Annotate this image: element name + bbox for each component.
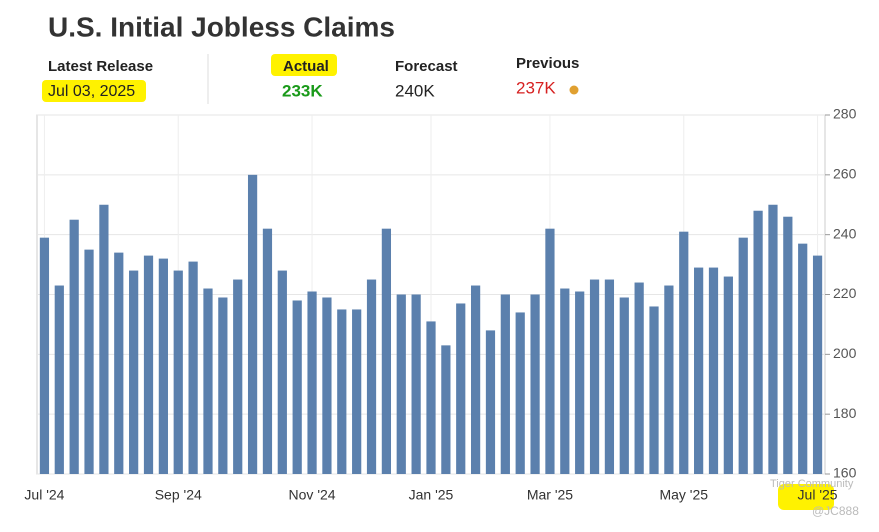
x-tick-label: Nov '24 bbox=[289, 487, 336, 503]
bar bbox=[753, 210, 763, 474]
actual-label: Actual bbox=[283, 58, 329, 75]
forecast-value: 240K bbox=[395, 81, 435, 100]
y-tick-label: 260 bbox=[833, 166, 857, 182]
bar bbox=[664, 285, 674, 474]
bar bbox=[143, 255, 154, 474]
x-tick-label: May '25 bbox=[659, 487, 708, 503]
bar bbox=[723, 276, 733, 474]
bar bbox=[188, 261, 198, 474]
bar bbox=[114, 252, 124, 474]
bar bbox=[337, 309, 347, 474]
actual-value: 233K bbox=[282, 81, 323, 100]
bar bbox=[604, 279, 615, 474]
bar bbox=[233, 279, 243, 474]
bar bbox=[679, 231, 689, 474]
bar bbox=[247, 174, 258, 475]
y-tick-label: 200 bbox=[833, 345, 857, 361]
y-tick-label: 180 bbox=[833, 405, 857, 421]
bar bbox=[530, 294, 540, 474]
bar bbox=[515, 312, 525, 474]
highlight bbox=[271, 54, 337, 76]
latest-date: Jul 03, 2025 bbox=[48, 83, 135, 100]
plot: 160 180 200 220 240 260 280 Jul '24 Sep '24 Nov '… bbox=[24, 106, 856, 503]
bar bbox=[292, 300, 302, 474]
bar bbox=[619, 297, 629, 474]
bar bbox=[812, 255, 823, 474]
bar bbox=[589, 279, 600, 474]
bar bbox=[783, 216, 793, 474]
bar bbox=[307, 291, 317, 474]
bar bbox=[277, 270, 287, 474]
latest-label: Latest Release bbox=[48, 58, 153, 75]
highlight bbox=[42, 80, 146, 102]
bar bbox=[426, 321, 436, 474]
x-tick-label: Sep '24 bbox=[155, 487, 202, 503]
bar bbox=[575, 291, 585, 474]
previous-value: 237K bbox=[516, 78, 556, 97]
bar bbox=[485, 330, 496, 474]
x-tick-label: Jan '25 bbox=[409, 487, 454, 503]
bar bbox=[768, 204, 778, 474]
watermark: @JC888 bbox=[812, 504, 859, 518]
bar bbox=[708, 267, 719, 474]
title: U.S. Initial Jobless Claims bbox=[48, 11, 395, 42]
bar bbox=[352, 309, 362, 474]
bar bbox=[203, 288, 213, 474]
bar bbox=[441, 345, 451, 474]
bar bbox=[470, 285, 481, 474]
bar bbox=[560, 288, 570, 474]
previous-label: Previous bbox=[516, 55, 579, 72]
forecast-label: Forecast bbox=[395, 58, 458, 75]
watermark: Tiger Community bbox=[770, 478, 854, 490]
x-tick-label: Jul '24 bbox=[24, 487, 64, 503]
bar bbox=[69, 219, 79, 474]
previous-dot bbox=[569, 85, 579, 95]
y-tick-label: 220 bbox=[833, 285, 857, 301]
bar bbox=[99, 204, 109, 474]
bar bbox=[173, 270, 183, 474]
bar bbox=[545, 228, 555, 474]
bar bbox=[456, 303, 466, 474]
bar bbox=[500, 294, 510, 474]
bar bbox=[262, 228, 273, 474]
bar bbox=[649, 306, 659, 474]
bar bbox=[738, 237, 748, 474]
bar bbox=[396, 294, 406, 474]
x-tick-label: Mar '25 bbox=[527, 487, 573, 503]
bar bbox=[798, 243, 808, 474]
highlight bbox=[778, 484, 834, 510]
bar bbox=[381, 228, 392, 474]
y-tick-label: 240 bbox=[833, 225, 857, 241]
bar bbox=[218, 297, 228, 474]
bar bbox=[84, 249, 94, 474]
bar bbox=[411, 294, 421, 474]
bar bbox=[54, 285, 64, 474]
bar bbox=[39, 237, 50, 474]
bar bbox=[158, 258, 168, 474]
y-tick-label: 280 bbox=[833, 106, 857, 122]
bar bbox=[694, 267, 704, 474]
bar bbox=[322, 297, 332, 474]
bar bbox=[634, 282, 644, 474]
bar bbox=[129, 270, 139, 474]
x-tick-label: Jul '25 bbox=[798, 487, 838, 503]
bar bbox=[366, 279, 377, 474]
y-tick-label: 160 bbox=[833, 465, 857, 481]
